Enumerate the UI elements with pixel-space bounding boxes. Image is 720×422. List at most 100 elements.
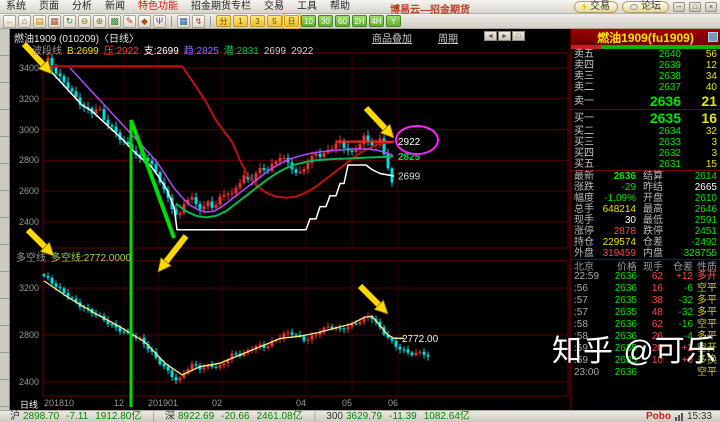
trade-row-8[interactable]: 23:00 2636 空平 <box>571 367 720 379</box>
minimize-button[interactable]: ─ <box>673 1 685 12</box>
status-bar: 沪 2898.70 -7.11 1912.80亿 | 深 8922.69 -20.66 2461… <box>0 410 720 422</box>
book-price: 2639 <box>658 60 681 71</box>
forum-button[interactable]: 论坛 <box>622 0 669 13</box>
bid-row-5[interactable]: 买五 2631 15 <box>571 159 720 170</box>
home-icon[interactable]: ⌂ <box>18 14 31 28</box>
x-axis: 日线 201810 12 201901 02 04 05 06 <box>10 396 570 410</box>
period-button-5[interactable]: 5 <box>267 15 282 27</box>
period-button-Y[interactable]: Y <box>386 15 401 27</box>
chart-link-1[interactable]: 周期 <box>438 34 458 45</box>
trade-oi-change: -6 <box>684 283 693 294</box>
draw-icon[interactable]: ✎ <box>123 14 136 28</box>
period-button-分[interactable]: 分 <box>216 15 231 27</box>
book-volume: 15 <box>705 159 717 170</box>
trade-row-5[interactable]: :58 2636 26 -4 多平 <box>571 331 720 343</box>
menu-item-3[interactable]: 新闻 <box>105 1 125 12</box>
index-amount: 1082.64亿 <box>423 411 470 422</box>
price-chart-canvas[interactable]: 2922 2825 2699 2772.00 <box>10 29 570 410</box>
ask-row-5[interactable]: 卖五 2640 56 <box>571 49 720 60</box>
menu-item-7[interactable]: 工具 <box>297 1 317 12</box>
ask-row-2[interactable]: 卖二 2637 40 <box>571 82 720 93</box>
trade-oi-change: -4 <box>684 331 693 342</box>
period-button-2H[interactable]: 2H <box>352 15 367 27</box>
book-level-label: 卖三 <box>574 71 594 82</box>
menu-item-1[interactable]: 页面 <box>39 1 59 12</box>
trade-row-6[interactable]: :59 2635 20 +2 空开 <box>571 343 720 355</box>
arrow-annotation <box>357 283 381 307</box>
stat-value: 229574 <box>602 237 636 248</box>
period-button-10[interactable]: 10 <box>301 15 316 27</box>
menu-item-5[interactable]: 招金期货专栏 <box>191 1 251 12</box>
trade-time: :59 <box>574 343 588 354</box>
quote-panel: 燃油1909(fu1909) 卖五 2640 56 卖四 2639 12 卖三 2638 34 卖… <box>570 29 720 410</box>
bid-row-2[interactable]: 买二 2634 32 <box>571 126 720 137</box>
app-title: 博易云—招金期货 <box>390 5 470 16</box>
bid-row-3[interactable]: 买三 2633 3 <box>571 137 720 148</box>
zoom-in-icon[interactable]: ⊕ <box>93 14 106 28</box>
pager-button-1[interactable]: ► <box>498 31 511 41</box>
close-button[interactable]: × <box>705 1 717 12</box>
panel-settings-icon[interactable] <box>708 32 718 42</box>
pages-icon[interactable]: ▤ <box>33 14 46 28</box>
arrow-annotation <box>163 234 189 264</box>
x-axis-tick: 02 <box>212 398 223 408</box>
period-button-3[interactable]: 3 <box>250 15 265 27</box>
indicator-token-0: 波段线 <box>32 46 62 57</box>
trade-price: 2636 <box>614 271 637 282</box>
trade-oi-change: -32 <box>678 307 693 318</box>
index-change: -7.11 <box>66 411 89 422</box>
period-button-1[interactable]: 1 <box>233 15 248 27</box>
stat-label: 涨停 <box>574 226 594 237</box>
trend-icon[interactable]: ↯ <box>192 14 205 28</box>
period-button-30[interactable]: 30 <box>318 15 333 27</box>
book-price: 2632 <box>658 148 681 159</box>
layout-icon[interactable]: ▦ <box>48 14 61 28</box>
trade-time: 23:00 <box>574 367 600 378</box>
index-value: 8922.69 <box>177 411 215 422</box>
index-value: 3629.79 <box>345 411 383 422</box>
back-icon[interactable]: ← <box>3 14 16 28</box>
stat-value: 2665 <box>694 182 717 193</box>
refresh-icon[interactable]: ↻ <box>63 14 76 28</box>
y-axis-label: 2400 <box>18 377 39 387</box>
trade-row-2[interactable]: :57 2635 38 -32 多平 <box>571 295 720 307</box>
period-button-4H[interactable]: 4H <box>369 15 384 27</box>
menu-item-2[interactable]: 分析 <box>72 1 92 12</box>
chart-icon[interactable]: ▩ <box>108 14 121 28</box>
chart-link-0[interactable]: 商品叠加 <box>372 34 412 45</box>
trade-row-7[interactable]: :59 2635 10 +0 多换 <box>571 355 720 367</box>
maximize-button[interactable]: □ <box>689 1 701 12</box>
chart-area[interactable]: 2922 2825 2699 2772.00 燃油1909 (010209)〈日线〉 … <box>10 29 570 410</box>
trade-price: 2635 <box>614 295 637 306</box>
ask-row-4[interactable]: 卖四 2639 12 <box>571 60 720 71</box>
trade-row-3[interactable]: :57 2635 48 -32 多平 <box>571 307 720 319</box>
menu-item-6[interactable]: 交易 <box>264 1 284 12</box>
stat-value: -29 <box>621 182 636 193</box>
trade-time: :57 <box>574 307 588 318</box>
trade-nature: 多开 <box>697 271 717 282</box>
period-button-60[interactable]: 60 <box>335 15 350 27</box>
stat-value: 648214 <box>602 204 636 215</box>
left-sidebar[interactable] <box>0 29 10 410</box>
stat-value: 2636 <box>613 171 636 182</box>
menu-item-8[interactable]: 帮助 <box>330 1 350 12</box>
best-ask-row[interactable]: 卖一 2636 21 <box>571 93 720 109</box>
ask-row-3[interactable]: 卖三 2638 34 <box>571 71 720 82</box>
trade-time: :58 <box>574 319 588 330</box>
x-axis-tick: 04 <box>296 398 307 408</box>
trade-row-0[interactable]: 22:59 2636 62 +12 多开 <box>571 271 720 283</box>
paint-icon[interactable]: ◆ <box>138 14 151 28</box>
menu-item-4[interactable]: 特色功能 <box>138 1 178 12</box>
zoom-out-icon[interactable]: ⊖ <box>78 14 91 28</box>
pager-button-2[interactable]: □ <box>512 31 525 41</box>
trade-button[interactable]: 交易 <box>574 0 618 13</box>
filter-icon[interactable]: Ψ <box>153 14 166 28</box>
pager-button-0[interactable]: ◄ <box>484 31 497 41</box>
trade-row-1[interactable]: :56 2636 16 -6 空平 <box>571 283 720 295</box>
grid-icon[interactable]: ▦ <box>177 14 190 28</box>
trade-row-4[interactable]: :58 2636 62 -16 空平 <box>571 319 720 331</box>
menu-item-0[interactable]: 系统 <box>6 1 26 12</box>
best-bid-row[interactable]: 买一 2635 16 <box>571 110 720 126</box>
bid-row-4[interactable]: 买四 2632 3 <box>571 148 720 159</box>
period-button-日[interactable]: 日 <box>283 14 300 28</box>
